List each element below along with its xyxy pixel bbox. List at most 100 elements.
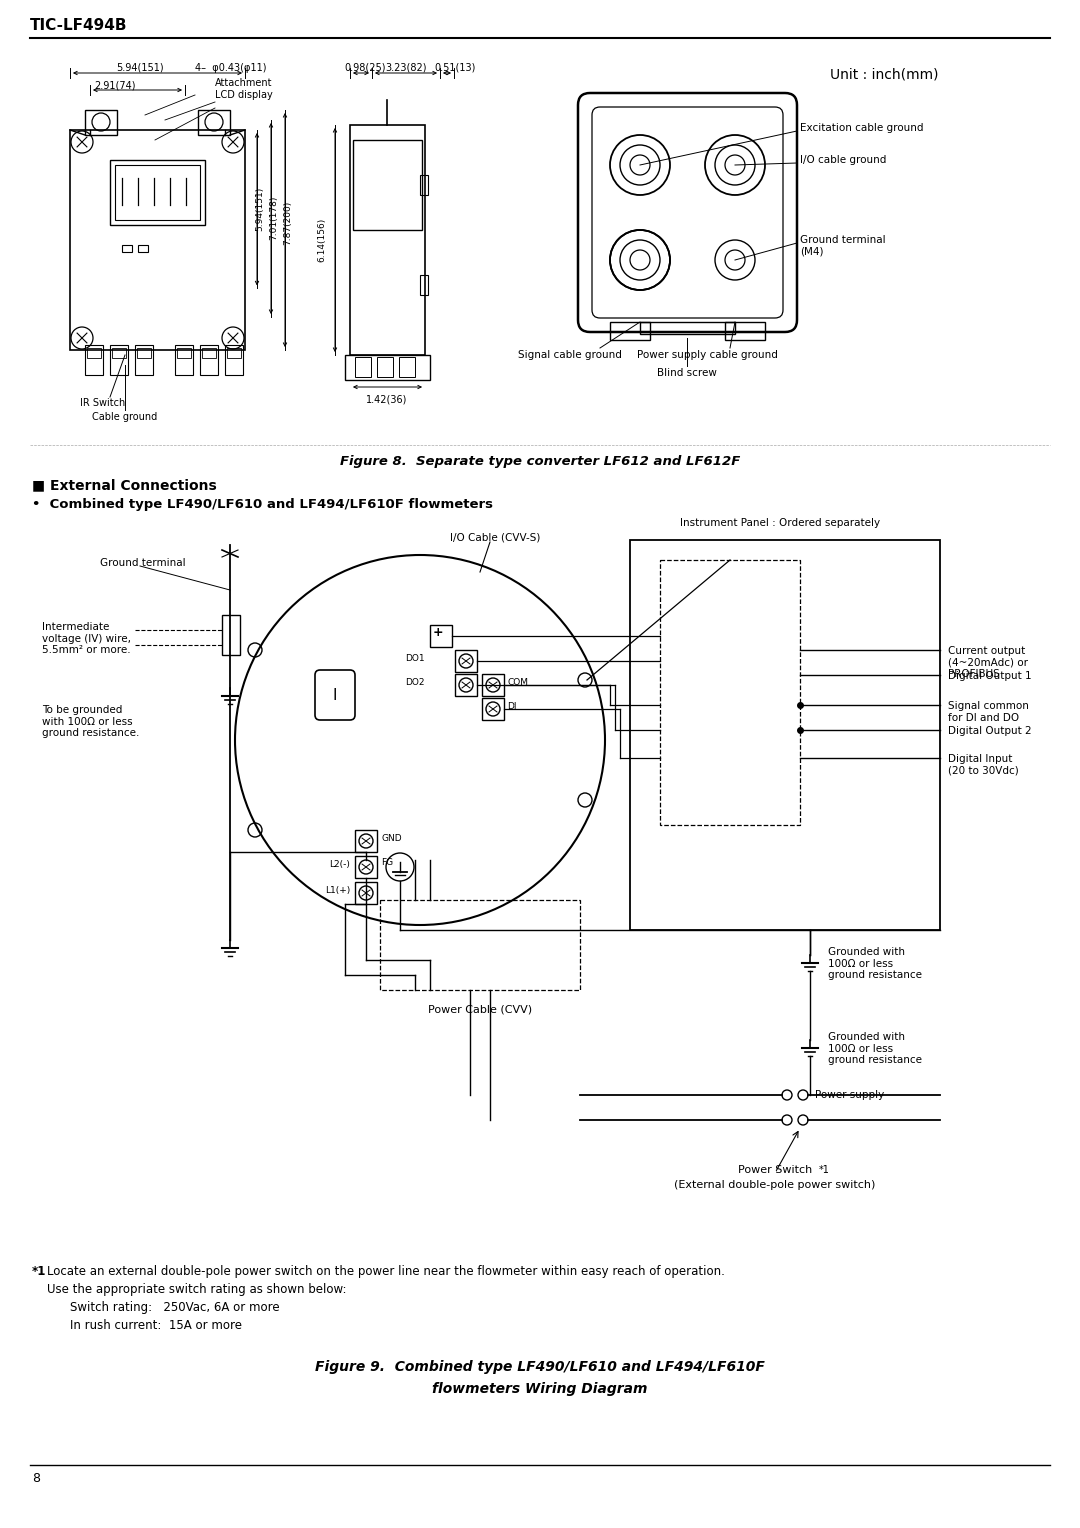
Bar xyxy=(455,649,477,672)
Text: 4–  φ0.43(φ11): 4– φ0.43(φ11) xyxy=(195,63,267,73)
Text: 3.23(82): 3.23(82) xyxy=(386,63,427,73)
Text: 7.87(200): 7.87(200) xyxy=(283,200,293,244)
Text: L1(+): L1(+) xyxy=(325,886,350,895)
Text: Excitation cable ground: Excitation cable ground xyxy=(800,122,923,133)
Text: COM: COM xyxy=(507,678,528,688)
Text: Ground terminal
(M4): Ground terminal (M4) xyxy=(800,235,886,257)
Text: Digital Input
(20 to 30Vdc): Digital Input (20 to 30Vdc) xyxy=(948,753,1018,776)
Text: GND: GND xyxy=(381,834,402,843)
Text: Figure 9.  Combined type LF490/LF610 and LF494/LF610F: Figure 9. Combined type LF490/LF610 and … xyxy=(315,1360,765,1374)
Bar xyxy=(350,125,426,354)
Text: Use the appropriate switch rating as shown below:: Use the appropriate switch rating as sho… xyxy=(48,1284,347,1296)
Bar xyxy=(345,354,430,380)
Text: DO2: DO2 xyxy=(405,678,426,688)
Bar xyxy=(85,345,103,374)
Text: ■ External Connections: ■ External Connections xyxy=(32,478,217,492)
Text: •  Combined type LF490/LF610 and LF494/LF610F flowmeters: • Combined type LF490/LF610 and LF494/LF… xyxy=(32,498,492,510)
Text: L2(-): L2(-) xyxy=(329,860,350,869)
Bar xyxy=(222,614,240,656)
Text: 5.94(151): 5.94(151) xyxy=(256,186,265,231)
Text: Digital Output 2: Digital Output 2 xyxy=(948,726,1031,736)
Bar xyxy=(610,322,650,341)
Bar xyxy=(110,160,205,225)
Text: 8: 8 xyxy=(32,1471,40,1485)
Bar xyxy=(122,244,132,252)
Text: flowmeters Wiring Diagram: flowmeters Wiring Diagram xyxy=(432,1381,648,1397)
Text: TIC-LF494B: TIC-LF494B xyxy=(30,17,127,32)
Text: Blind screw: Blind screw xyxy=(657,368,717,377)
Text: Signal common
for DI and DO: Signal common for DI and DO xyxy=(948,701,1029,723)
Bar xyxy=(430,625,453,646)
Bar xyxy=(482,674,504,695)
Bar xyxy=(353,141,422,231)
Bar xyxy=(380,900,580,990)
Text: Switch rating:   250Vac, 6A or more: Switch rating: 250Vac, 6A or more xyxy=(70,1300,280,1314)
Text: 5.94(151): 5.94(151) xyxy=(117,63,164,73)
Text: Power Cable (CVV): Power Cable (CVV) xyxy=(428,1005,532,1015)
Text: Unit : inch(mm): Unit : inch(mm) xyxy=(831,69,939,83)
Bar xyxy=(138,244,148,252)
Text: Digital Output 1: Digital Output 1 xyxy=(948,671,1031,681)
Text: DI: DI xyxy=(507,701,516,711)
Text: Power supply: Power supply xyxy=(815,1089,885,1100)
Text: (External double-pole power switch): (External double-pole power switch) xyxy=(674,1180,876,1190)
Bar xyxy=(355,358,372,377)
Text: 2.91(74): 2.91(74) xyxy=(94,79,136,90)
Text: 6.14(156): 6.14(156) xyxy=(318,219,326,263)
Text: To be grounded
with 100Ω or less
ground resistance.: To be grounded with 100Ω or less ground … xyxy=(42,704,139,738)
Bar xyxy=(114,165,200,220)
Bar xyxy=(355,830,377,853)
Text: Power Switch: Power Switch xyxy=(738,1164,812,1175)
Bar xyxy=(420,275,428,295)
Text: LCD display: LCD display xyxy=(215,90,273,99)
Text: I/O Cable (CVV-S): I/O Cable (CVV-S) xyxy=(450,532,540,542)
Bar xyxy=(355,856,377,879)
Text: *1: *1 xyxy=(32,1265,46,1277)
Bar xyxy=(85,110,117,134)
Bar xyxy=(110,345,129,374)
Text: Cable ground: Cable ground xyxy=(93,413,158,422)
Text: Locate an external double-pole power switch on the power line near the flowmeter: Locate an external double-pole power swi… xyxy=(48,1265,725,1277)
Bar xyxy=(640,322,735,335)
Text: I: I xyxy=(333,688,337,703)
Text: I/O cable ground: I/O cable ground xyxy=(800,154,887,165)
Text: Power supply cable ground: Power supply cable ground xyxy=(636,350,778,361)
Bar xyxy=(660,559,800,825)
Text: 0.98(25): 0.98(25) xyxy=(345,63,386,73)
Text: 7.01(178): 7.01(178) xyxy=(270,196,279,240)
Bar xyxy=(630,539,940,931)
Bar xyxy=(177,348,191,358)
Bar xyxy=(70,130,245,350)
Bar xyxy=(355,882,377,905)
Text: Instrument Panel : Ordered separately: Instrument Panel : Ordered separately xyxy=(680,518,880,529)
Text: In rush current:  15A or more: In rush current: 15A or more xyxy=(70,1319,242,1332)
Bar xyxy=(482,698,504,720)
Text: *1: *1 xyxy=(819,1164,829,1175)
Text: DO1: DO1 xyxy=(405,654,426,663)
Text: Intermediate
voltage (IV) wire,
5.5mm² or more.: Intermediate voltage (IV) wire, 5.5mm² o… xyxy=(42,622,131,656)
Bar xyxy=(198,110,230,134)
Text: Ground terminal: Ground terminal xyxy=(100,558,186,568)
Text: Attachment: Attachment xyxy=(215,78,272,89)
Text: Grounded with
100Ω or less
ground resistance: Grounded with 100Ω or less ground resist… xyxy=(828,1031,922,1065)
Bar xyxy=(420,176,428,196)
Bar xyxy=(227,348,241,358)
Text: IR Switch: IR Switch xyxy=(80,397,125,408)
Bar xyxy=(725,322,765,341)
Bar xyxy=(87,348,102,358)
Text: Current output
(4~20mAdc) or
PROFIBUS: Current output (4~20mAdc) or PROFIBUS xyxy=(948,646,1028,680)
Bar xyxy=(377,358,393,377)
Text: FG: FG xyxy=(381,859,393,866)
Text: Signal cable ground: Signal cable ground xyxy=(518,350,622,361)
Bar xyxy=(225,345,243,374)
Text: +: + xyxy=(433,626,444,639)
Bar xyxy=(135,345,153,374)
Text: 1.42(36): 1.42(36) xyxy=(366,396,407,405)
Bar xyxy=(399,358,415,377)
Text: Figure 8.  Separate type converter LF612 and LF612F: Figure 8. Separate type converter LF612 … xyxy=(340,455,740,468)
Bar xyxy=(455,674,477,695)
Text: Grounded with
100Ω or less
ground resistance: Grounded with 100Ω or less ground resist… xyxy=(828,947,922,979)
Bar xyxy=(202,348,216,358)
Text: 0.51(13): 0.51(13) xyxy=(434,63,475,73)
Bar xyxy=(112,348,126,358)
